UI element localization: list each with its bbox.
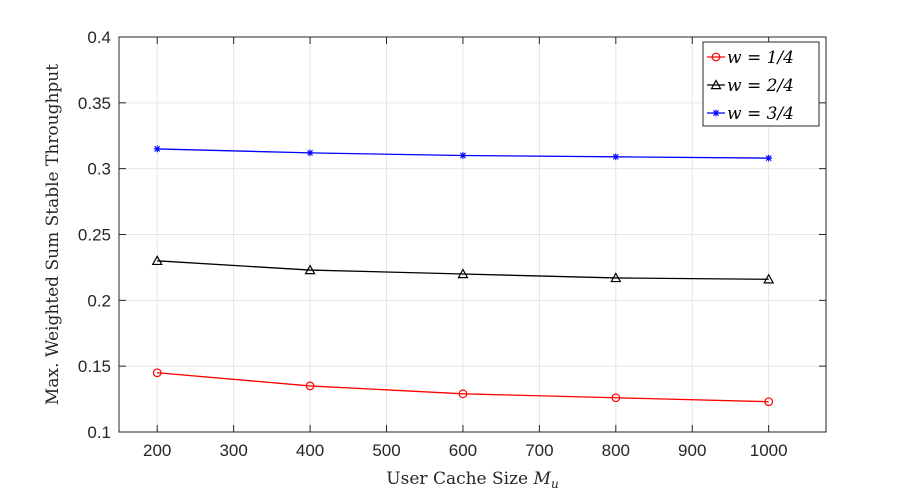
marker-circle [152, 368, 162, 378]
y-tick-label: 0.35 [78, 94, 111, 113]
series-2 [151, 255, 775, 284]
marker-triangle [457, 268, 469, 279]
legend-label: w = 2/4 [727, 76, 794, 96]
legend-item: w = 3/4 [707, 104, 794, 124]
series-1 [152, 368, 774, 407]
y-tick-label: 0.2 [87, 291, 111, 310]
legend-box [702, 41, 820, 127]
x-tick-label: 700 [525, 441, 553, 460]
marker-circle [458, 389, 468, 399]
marker-triangle [304, 264, 316, 275]
marker-asterisk [153, 145, 161, 153]
series-line [157, 260, 769, 280]
legend-label: w = 3/4 [727, 104, 794, 124]
x-tick-label: 900 [678, 441, 706, 460]
axis-ticks: 200 300 400 500 600 700 800 900 1000 0.1 0.15 0.2 0.… [78, 28, 826, 460]
series-line [157, 372, 769, 403]
marker-asterisk [612, 153, 620, 161]
y-tick-label: 0.15 [78, 357, 111, 376]
marker-circle [611, 393, 621, 403]
x-axis-title-text: User Cache Size [386, 469, 528, 489]
y-axis-title: Max. Weighted Sum Stable Throughput [43, 64, 63, 405]
y-tick-label: 0.25 [78, 226, 111, 245]
marker-triangle [710, 79, 722, 90]
marker-triangle [151, 255, 163, 266]
legend: w = 1/4 w = 2/4 w = 3/4 [702, 41, 820, 127]
marker-asterisk [306, 149, 314, 157]
y-tick-label: 0.1 [87, 423, 111, 442]
x-axis-title-symbol: M [533, 469, 552, 489]
x-tick-label: 800 [602, 441, 630, 460]
x-tick-label: 300 [219, 441, 247, 460]
marker-asterisk [459, 152, 467, 159]
legend-label: w = 1/4 [727, 48, 794, 68]
legend-item: w = 2/4 [707, 76, 794, 96]
marker-triangle [763, 273, 775, 284]
x-axis-title-subscript: u [551, 477, 559, 491]
legend-item: w = 1/4 [707, 48, 794, 68]
x-tick-label: 600 [449, 441, 477, 460]
x-tick-label: 200 [143, 441, 171, 460]
marker-circle [764, 397, 774, 407]
series-3 [153, 145, 773, 162]
marker-triangle [610, 272, 622, 283]
x-axis-title: User Cache Size Mu [386, 469, 558, 491]
marker-asterisk [765, 154, 773, 162]
y-tick-label: 0.4 [87, 28, 111, 47]
marker-asterisk [712, 109, 720, 117]
series-group [151, 145, 775, 407]
x-tick-label: 1000 [750, 441, 788, 460]
marker-circle [711, 52, 721, 62]
x-tick-label: 500 [372, 441, 400, 460]
y-tick-label: 0.3 [87, 160, 111, 179]
x-tick-label: 400 [296, 441, 324, 460]
marker-circle [305, 381, 315, 391]
